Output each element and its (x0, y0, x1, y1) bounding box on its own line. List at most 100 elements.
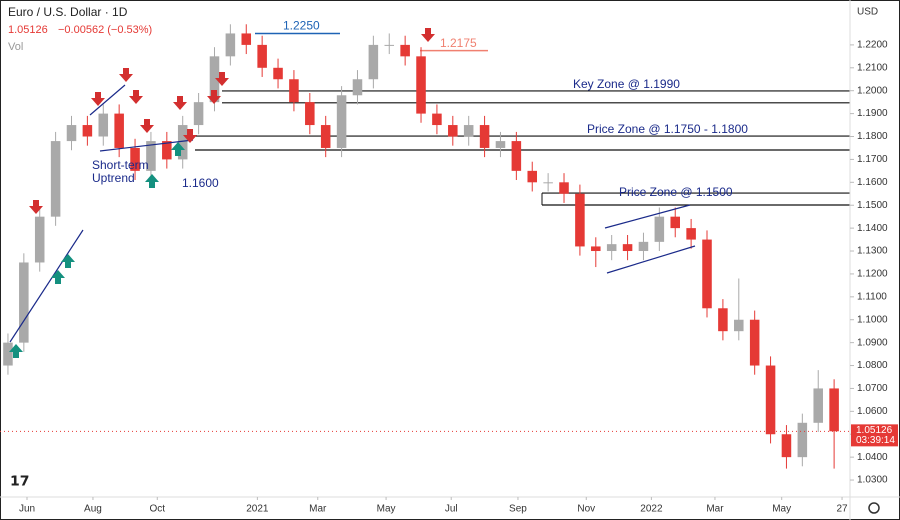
price-badge-countdown: 03:39:14 (856, 435, 895, 446)
down-arrow (173, 96, 187, 110)
candle-body (66, 125, 77, 142)
up-arrow (145, 174, 159, 188)
y-tick-label: 1.0800 (857, 360, 888, 371)
zone-label: Price Zone @ 1.1500 (619, 185, 733, 199)
y-tick-label: 1.0700 (857, 383, 888, 394)
settings-button[interactable] (868, 502, 880, 514)
candle-body (781, 434, 792, 458)
annotation: 1.1600 (182, 176, 219, 190)
candle-body (606, 244, 617, 252)
candle-body (479, 125, 490, 148)
x-tick-label: Jul (445, 504, 458, 515)
candle-body (448, 125, 458, 137)
candle-body (400, 44, 410, 57)
candle-body (130, 147, 140, 171)
candle-body (305, 102, 315, 126)
candle-body (765, 365, 776, 435)
candle-body (432, 113, 442, 126)
y-tick-label: 1.1600 (857, 177, 888, 188)
down-arrow (207, 90, 221, 104)
x-tick-label: May (772, 504, 791, 515)
up-arrow (61, 254, 75, 268)
y-tick-label: 1.0400 (857, 452, 888, 463)
arrows (9, 28, 435, 358)
candle-body (622, 244, 633, 252)
down-arrow (183, 129, 197, 143)
down-arrow (140, 119, 154, 133)
candle-body (98, 113, 109, 137)
price-change: −0.00562 (−0.53%) (58, 24, 152, 36)
annotation: Uptrend (92, 171, 135, 185)
candle-body (591, 246, 601, 252)
chart-title: Euro / U.S. Dollar · 1D (8, 5, 128, 19)
candle-body (241, 33, 252, 45)
x-tick-label: 2021 (246, 504, 269, 515)
x-tick-label: Mar (309, 504, 327, 515)
price-badge-value: 1.05126 (856, 425, 893, 436)
candle-body (82, 125, 93, 137)
plot-area (0, 24, 850, 469)
y-tick-label: 1.1000 (857, 314, 888, 325)
candle-body (718, 308, 728, 332)
y-tick-label: 1.2100 (857, 62, 888, 73)
candle-body (797, 422, 808, 458)
candle-body (829, 388, 839, 432)
last-price: 1.05126 (8, 24, 48, 36)
candle-body (511, 141, 522, 171)
candle-body (162, 141, 172, 160)
candle-body (749, 319, 760, 366)
y-tick-label: 1.1300 (857, 246, 888, 257)
candle-body (3, 342, 13, 366)
channel-line (606, 245, 696, 274)
candle-body (686, 228, 696, 240)
y-tick-label: 1.0300 (857, 475, 888, 486)
up-arrow (171, 142, 185, 156)
y-tick-label: 1.1700 (857, 154, 888, 165)
down-arrow (129, 90, 143, 104)
candle-body (146, 141, 156, 171)
candle-body (19, 262, 29, 343)
candle-body (289, 79, 299, 103)
trend-line (99, 139, 194, 152)
price-level-label: 1.2175 (440, 36, 477, 50)
price-level-label: 1.2250 (283, 19, 320, 33)
candle-body (368, 44, 379, 80)
candle-body (463, 125, 474, 137)
x-tick-label: 27 (836, 504, 848, 515)
down-arrow (29, 200, 43, 214)
candle-body (114, 113, 124, 148)
y-tick-label: 1.1800 (857, 131, 888, 142)
candle-body (638, 241, 649, 252)
y-tick-label: 1.1200 (857, 269, 888, 280)
trend-line (9, 229, 84, 343)
x-tick-label: 2022 (640, 504, 663, 515)
candle-body (273, 67, 283, 80)
candle-body (336, 95, 347, 148)
candle-body (654, 216, 665, 242)
up-arrow (9, 344, 23, 358)
candle-body (734, 319, 744, 332)
trend-line (89, 84, 126, 116)
logo: 𝟭𝟳 (10, 473, 29, 489)
candle-body (575, 193, 585, 247)
y-tick-label: 1.1100 (857, 291, 887, 302)
currency: USD (857, 7, 878, 18)
candle-body (257, 44, 267, 68)
down-arrow (421, 28, 435, 42)
candle-body (559, 182, 569, 194)
candle-body (352, 79, 363, 96)
candle-body (702, 239, 712, 309)
x-tick-label: Oct (150, 504, 166, 515)
x-tick-label: Jun (19, 504, 35, 515)
candle-body (543, 182, 553, 184)
candle-body (527, 170, 538, 183)
trend-lines (9, 84, 696, 343)
y-tick-label: 1.1900 (857, 108, 888, 119)
candle-body (50, 141, 61, 217)
down-arrow (215, 72, 229, 86)
candle-body (34, 216, 45, 263)
y-tick-label: 1.0900 (857, 337, 888, 348)
candle-body (225, 33, 236, 57)
